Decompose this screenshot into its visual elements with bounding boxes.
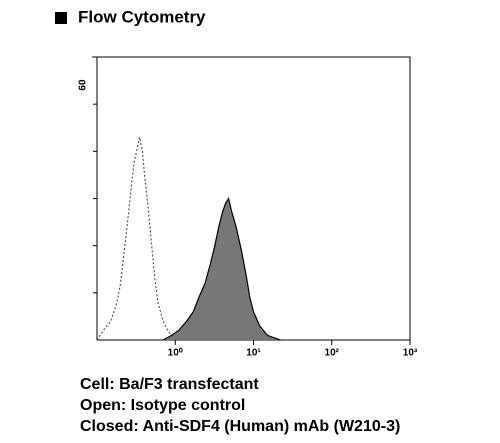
x-tick-label: 10¹: [246, 348, 261, 359]
caption: Closed: Anti-SDF4 (Human) mAb (W210-3): [80, 418, 400, 435]
plot-frame: [96, 56, 411, 341]
open-histogram: [96, 137, 176, 341]
y-tick-label: 60: [78, 79, 89, 91]
x-tick-label: 10⁰: [168, 348, 183, 359]
x-tick-label: 10³: [403, 348, 418, 359]
caption: Open: Isotype control: [80, 397, 245, 414]
chart-title: Flow Cytometry: [78, 7, 206, 26]
x-tick-label: 10²: [325, 348, 340, 359]
header-icon: [55, 12, 67, 24]
filled-histogram: [162, 196, 281, 341]
caption: Cell: Ba/F3 transfectant: [80, 376, 259, 393]
